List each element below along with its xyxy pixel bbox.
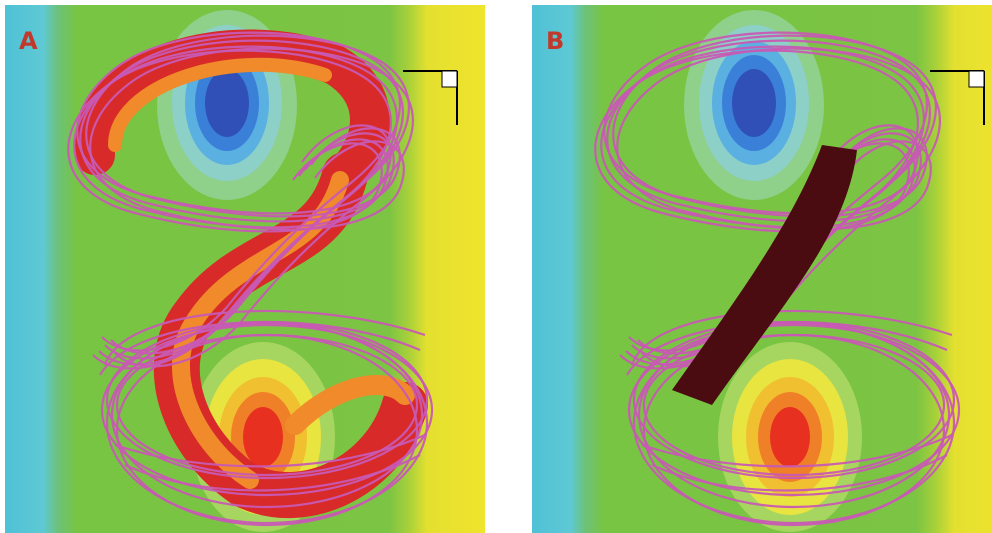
figure: A B <box>0 0 992 533</box>
panel-a: A <box>5 5 485 533</box>
panel-b: B <box>532 5 992 533</box>
panel-label: B <box>546 27 564 55</box>
panel-label: A <box>19 27 38 55</box>
